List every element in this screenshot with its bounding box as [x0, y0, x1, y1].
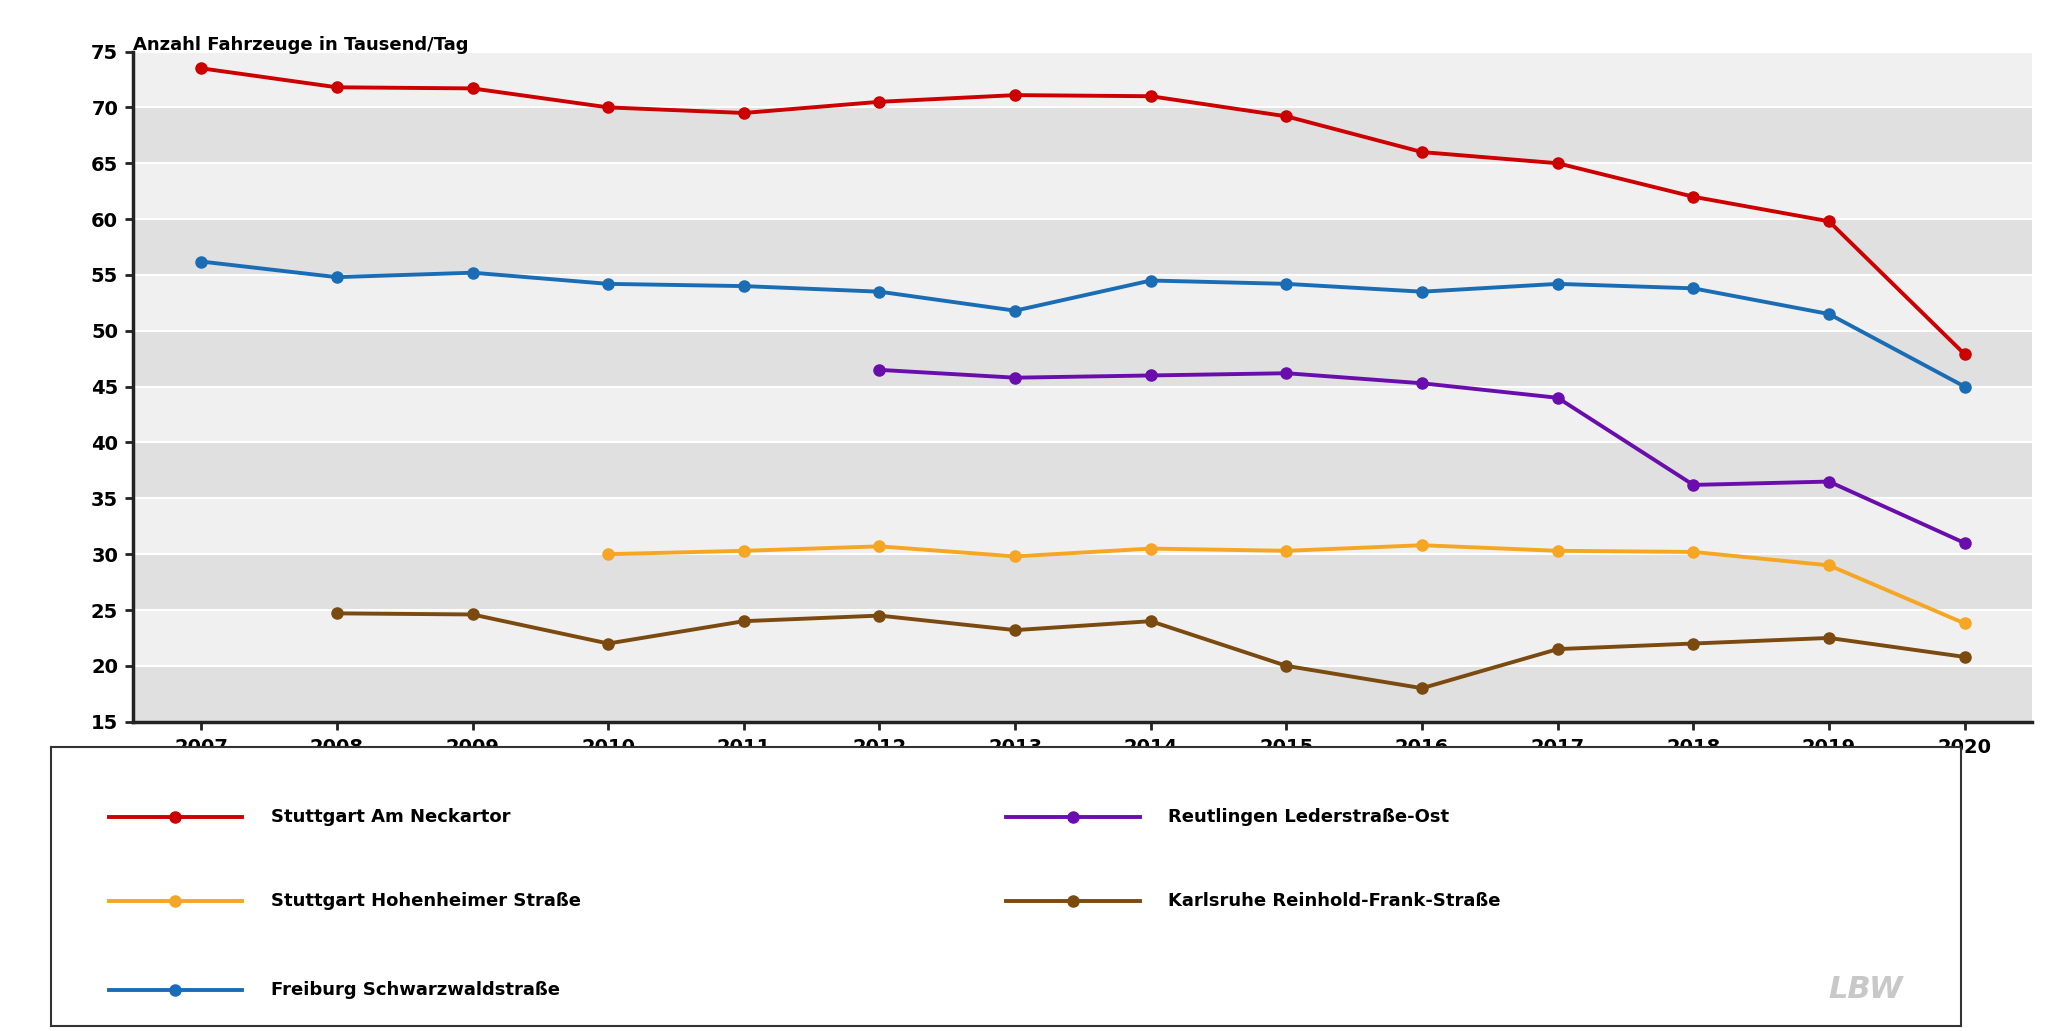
- Bar: [133, 220, 2032, 275]
- Bar: [133, 666, 2032, 722]
- Text: Reutlingen Lederstraße-Ost: Reutlingen Lederstraße-Ost: [1168, 808, 1449, 826]
- Bar: [133, 331, 2032, 387]
- Bar: [133, 555, 2032, 610]
- Text: Karlsruhe Reinhold-Frank-Straße: Karlsruhe Reinhold-Frank-Straße: [1168, 892, 1501, 909]
- Bar: [133, 442, 2032, 498]
- Text: Stuttgart Am Neckartor: Stuttgart Am Neckartor: [271, 808, 511, 826]
- Bar: [133, 107, 2032, 163]
- Bar: [133, 163, 2032, 220]
- Bar: [133, 52, 2032, 107]
- Bar: [133, 275, 2032, 331]
- Bar: [133, 387, 2032, 442]
- Text: LBW: LBW: [1829, 974, 1903, 1003]
- Text: Anzahl Fahrzeuge in Tausend/Tag: Anzahl Fahrzeuge in Tausend/Tag: [133, 36, 468, 54]
- Bar: [133, 498, 2032, 555]
- Text: Stuttgart Hohenheimer Straße: Stuttgart Hohenheimer Straße: [271, 892, 581, 909]
- Text: Freiburg Schwarzwaldstraße: Freiburg Schwarzwaldstraße: [271, 980, 560, 999]
- Bar: [133, 610, 2032, 666]
